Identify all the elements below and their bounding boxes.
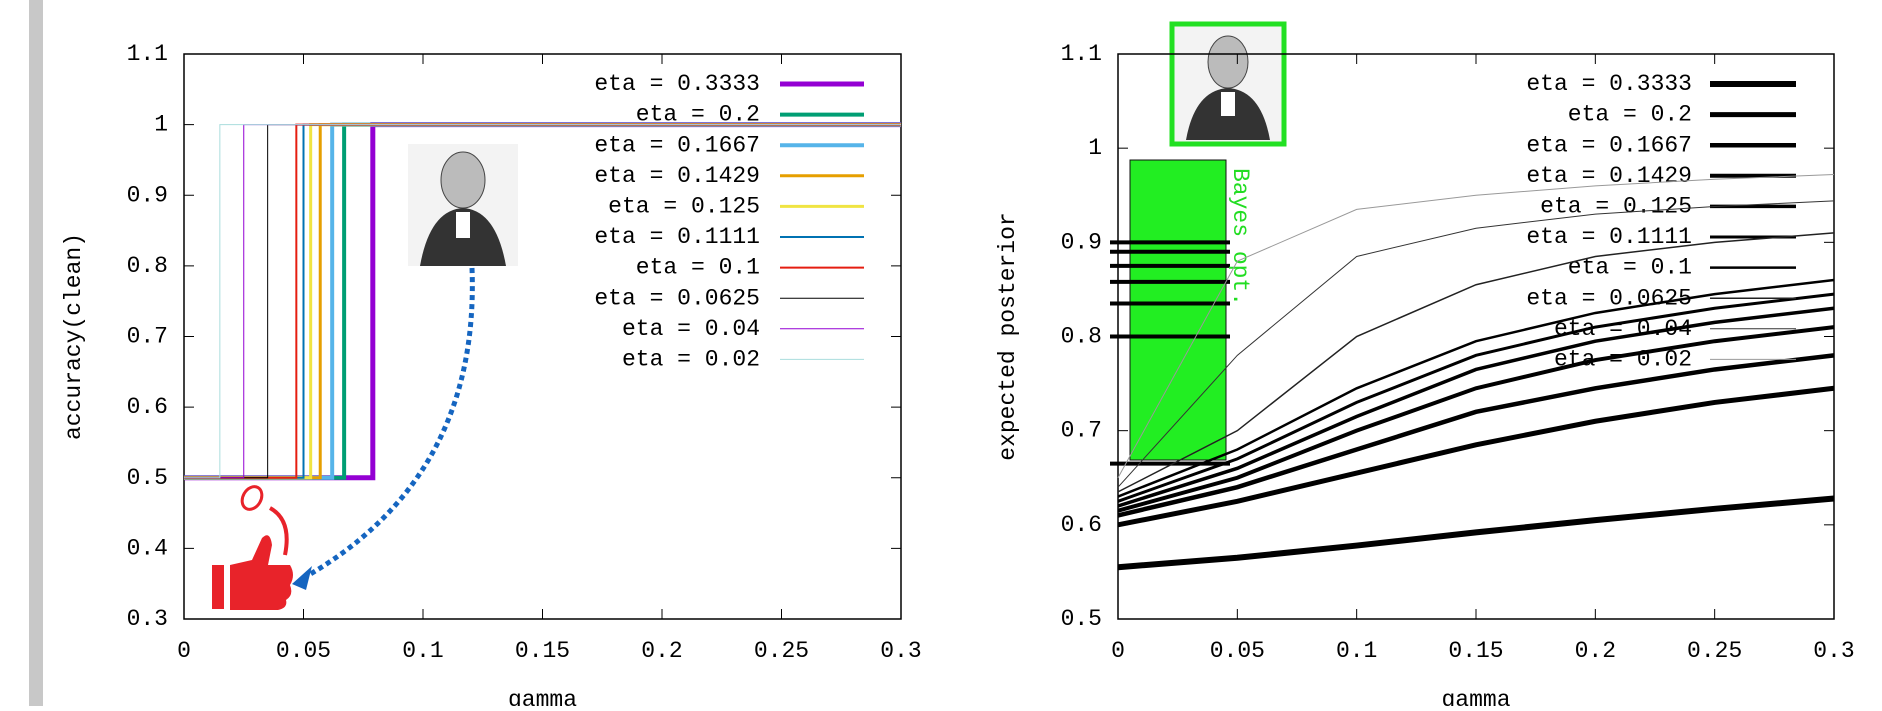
legend-label: eta = 0.04 [1554,316,1692,342]
series-line [184,122,901,480]
x-tick-label: 0.15 [1448,638,1503,664]
x-tick-label: 0.05 [276,638,331,664]
legend-label: eta = 0.0625 [1526,285,1692,311]
series-line [1117,385,1835,528]
x-tick-label: 0.3 [1813,638,1854,664]
y-tick-label: 0.6 [1061,512,1102,538]
series-line [184,122,901,480]
legend-label: eta = 0.3333 [1526,71,1692,97]
y-axis-label: expected posterior [995,212,1021,460]
series-line [1117,325,1835,513]
series-line [184,123,901,479]
legend-label: eta = 0.2 [1568,102,1692,128]
y-tick-label: 0.9 [1061,229,1102,255]
series-line [184,124,901,479]
y-tick-label: 0.8 [1061,324,1102,350]
y-tick-label: 0.9 [127,182,168,208]
side-bar [29,0,43,706]
legend-label: eta = 0.125 [1540,193,1692,219]
series-line [1117,292,1835,503]
thumbs-up [212,485,293,610]
series-line [1117,495,1835,571]
x-tick-label: 0 [1111,638,1125,664]
y-tick-label: 1.1 [1061,41,1102,67]
x-tick-label: 0.25 [1687,638,1742,664]
legend-label: eta = 0.1 [636,255,760,281]
series-line [1117,353,1835,518]
x-tick-label: 0.2 [641,638,682,664]
series-line [184,124,901,479]
y-tick-label: 1 [154,112,168,138]
legend-label: eta = 0.1429 [1526,163,1692,189]
legend-label: eta = 0.1667 [594,132,760,158]
legend-label: eta = 0.02 [622,346,760,372]
y-tick-label: 0.5 [127,465,168,491]
x-axis-label: gamma [1441,687,1510,706]
annotation: Bayes opt. [1227,168,1253,306]
legend-label: eta = 0.1 [1568,255,1692,281]
y-tick-label: 0.6 [127,394,168,420]
portrait [1169,21,1287,147]
x-tick-label: 0.1 [1336,638,1377,664]
series-line [184,123,901,479]
x-tick-label: 0.2 [1575,638,1616,664]
series-line [1117,232,1835,493]
legend-label: eta = 0.3333 [594,71,760,97]
series-line [184,123,901,480]
y-tick-label: 0.3 [127,606,168,632]
y-tick-label: 0.7 [127,324,168,350]
legend-label: eta = 0.1667 [1526,132,1692,158]
x-tick-label: 0.1 [402,638,443,664]
legend-label: eta = 0.0625 [594,285,760,311]
bayes-box [1129,159,1227,461]
series-line [1117,278,1835,498]
x-tick-label: 0.25 [754,638,809,664]
y-tick-label: 1.1 [127,41,168,67]
y-tick-label: 0.8 [127,253,168,279]
arrow-head [292,566,312,590]
legend-label: eta = 0.1111 [594,224,760,250]
portrait [408,144,518,266]
legend-label: eta = 0.125 [608,193,760,219]
legend-label: eta = 0.1111 [1526,224,1692,250]
x-tick-label: 0.15 [515,638,570,664]
x-tick-label: 0 [177,638,191,664]
series-line [184,122,901,481]
plot-frame [183,53,902,620]
legend-label: eta = 0.04 [622,316,760,342]
legend-label: eta = 0.02 [1554,346,1692,372]
y-tick-label: 1 [1088,135,1102,161]
series-line [184,123,901,480]
y-tick-label: 0.5 [1061,606,1102,632]
y-tick-label: 0.7 [1061,418,1102,444]
y-tick-label: 0.4 [127,535,168,561]
x-axis-label: gamma [508,687,577,706]
x-tick-label: 0.05 [1210,638,1265,664]
x-tick-label: 0.3 [880,638,921,664]
series-line [1117,174,1835,478]
arrow [298,267,475,583]
series-line [1117,306,1835,508]
y-axis-label: accuracy(clean) [61,233,87,440]
series-line [1117,200,1835,488]
series-line [184,124,901,479]
legend-label: eta = 0.1429 [594,163,760,189]
